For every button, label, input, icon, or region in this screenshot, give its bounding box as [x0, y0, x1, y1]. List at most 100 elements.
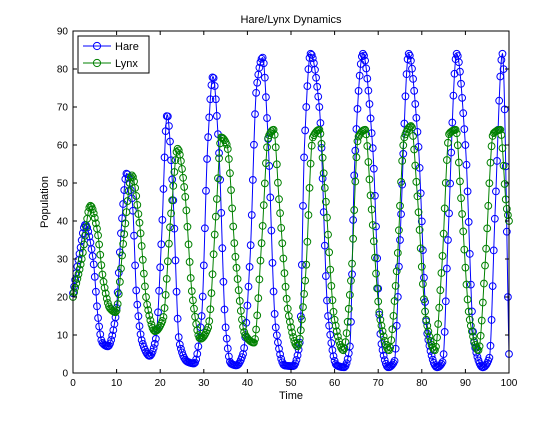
hare-point — [404, 49, 413, 58]
hare-point — [300, 153, 308, 162]
y-tick-label: 90 — [57, 27, 69, 38]
lynx-point — [114, 290, 123, 298]
lynx-point — [478, 298, 487, 307]
lynx-point — [386, 343, 395, 352]
lynx-point — [440, 204, 449, 213]
lynx-point — [117, 264, 125, 273]
lynx-point — [420, 295, 428, 304]
hare-point — [328, 346, 337, 355]
lynx-point — [474, 346, 483, 355]
lynx-point — [294, 340, 303, 349]
lynx-point — [283, 304, 292, 313]
hare-point — [445, 209, 453, 218]
hare-point — [364, 86, 373, 95]
lynx-point — [452, 129, 461, 138]
hare-point — [91, 287, 100, 296]
lynx-point — [390, 297, 399, 305]
lynx-point — [425, 332, 434, 341]
lynx-point — [372, 269, 380, 278]
lynx-point — [451, 125, 460, 134]
hare-point — [90, 272, 99, 281]
hare-point — [204, 133, 213, 142]
lynx-point — [367, 205, 376, 214]
lynx-point — [459, 227, 468, 236]
hare-point — [440, 328, 449, 336]
lynx-point — [100, 283, 109, 292]
lynx-point — [91, 219, 100, 228]
lynx-point — [98, 270, 107, 279]
lynx-point — [257, 239, 266, 248]
hare-point — [270, 310, 279, 318]
lynx-point — [391, 281, 400, 290]
legend: Hare Lynx — [77, 35, 150, 74]
lynx-point — [288, 328, 296, 337]
lynx-point — [484, 201, 493, 210]
hare-point — [444, 236, 452, 244]
lynx-point — [414, 208, 423, 217]
lynx-point — [118, 251, 126, 260]
hare-point — [502, 227, 511, 236]
lynx-point — [344, 304, 353, 313]
lynx-point — [384, 345, 392, 354]
hare-point — [437, 359, 446, 368]
lynx-point — [301, 276, 310, 285]
hare-point — [244, 282, 253, 291]
lynx-point — [457, 194, 465, 203]
lynx-point — [160, 304, 169, 312]
lynx-point — [399, 141, 408, 150]
lynx-point — [227, 186, 235, 195]
lynx-point — [251, 335, 259, 343]
hare-point — [223, 344, 232, 353]
y-tick-label: 0 — [62, 369, 68, 380]
hare-point — [396, 236, 404, 244]
lynx-point — [376, 315, 385, 324]
lynx-point — [329, 307, 338, 316]
hare-point — [409, 75, 417, 83]
lynx-point — [222, 140, 231, 149]
hare-point — [411, 100, 420, 108]
hare-point — [350, 171, 359, 180]
hare-point — [222, 334, 231, 343]
legend-box — [77, 35, 150, 74]
hare-point — [200, 224, 209, 233]
chart-title: Hare/Lynx Dynamics — [240, 14, 342, 26]
hare-point — [457, 79, 465, 88]
hare-point — [401, 92, 410, 101]
hare-point — [313, 82, 322, 91]
hare-point — [106, 339, 114, 348]
lynx-point — [378, 327, 387, 336]
lynx-point — [254, 294, 263, 303]
lynx-point — [163, 257, 172, 266]
hare-point — [262, 93, 270, 102]
hare-point — [291, 359, 300, 368]
hare-point — [217, 208, 226, 217]
lynx-point — [476, 331, 485, 340]
lynx-point — [124, 187, 133, 195]
hare-point — [405, 51, 414, 60]
hare-point — [206, 95, 215, 104]
legend-lynx-marker — [92, 58, 102, 68]
lynx-point — [177, 157, 185, 165]
lynx-point — [348, 259, 356, 268]
hare-point — [303, 82, 312, 90]
hare-point — [464, 218, 473, 226]
lynx-point — [331, 321, 340, 330]
lynx-point — [129, 173, 137, 181]
lynx-point — [377, 321, 386, 330]
hare-point — [415, 163, 424, 172]
hare-point — [134, 312, 143, 321]
lynx-point — [352, 153, 361, 162]
hare-point — [130, 231, 138, 240]
lynx-point — [326, 265, 335, 274]
lynx-point — [139, 269, 148, 278]
hare-point — [191, 358, 199, 367]
lynx-point — [434, 320, 443, 328]
lynx-point — [369, 237, 378, 246]
lynx-point — [392, 267, 401, 276]
hare-point — [224, 352, 233, 361]
lynx-point — [353, 137, 362, 146]
lynx-point — [373, 284, 382, 293]
lynx-point — [485, 179, 494, 188]
hare-point — [314, 92, 323, 101]
